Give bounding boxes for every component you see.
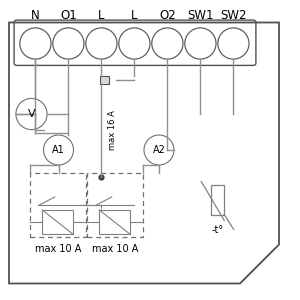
Text: max 10 A: max 10 A <box>92 244 138 254</box>
Circle shape <box>20 28 51 59</box>
Bar <box>211 184 224 214</box>
Text: N: N <box>31 9 40 22</box>
Circle shape <box>119 28 150 59</box>
Text: L: L <box>131 9 138 22</box>
Text: -t°: -t° <box>212 225 224 235</box>
Circle shape <box>218 28 249 59</box>
Bar <box>42 210 73 234</box>
Text: max 10 A: max 10 A <box>34 244 81 254</box>
Bar <box>99 210 130 234</box>
Text: O2: O2 <box>159 9 176 22</box>
Circle shape <box>152 28 183 59</box>
Text: SW1: SW1 <box>187 9 214 22</box>
Circle shape <box>44 135 74 165</box>
Circle shape <box>86 28 117 59</box>
Bar <box>100 76 109 84</box>
Text: L: L <box>98 9 105 22</box>
Circle shape <box>53 28 84 59</box>
Circle shape <box>185 28 216 59</box>
Text: O1: O1 <box>60 9 77 22</box>
Circle shape <box>16 98 47 130</box>
Text: A1: A1 <box>52 145 65 155</box>
Text: max 16 A: max 16 A <box>108 111 117 150</box>
Text: V: V <box>28 109 35 119</box>
Text: SW2: SW2 <box>220 9 247 22</box>
Text: A2: A2 <box>153 145 165 155</box>
Circle shape <box>144 135 174 165</box>
